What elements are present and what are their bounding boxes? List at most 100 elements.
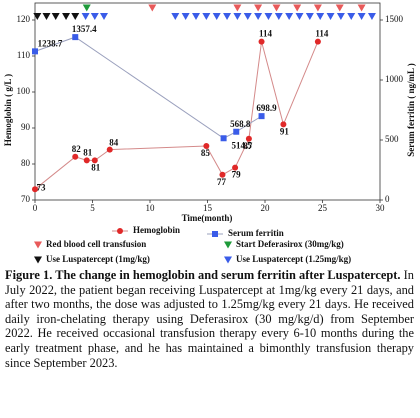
value-label: 77 [217, 177, 227, 187]
x-tick-label: 10 [146, 203, 156, 213]
event-marker [33, 13, 42, 20]
data-point [314, 38, 321, 45]
value-label: 514.5 [231, 140, 252, 150]
data-point [258, 38, 265, 45]
event-marker [233, 13, 242, 20]
legend-marker [224, 256, 232, 264]
value-label: 79 [232, 170, 242, 180]
event-marker [274, 13, 283, 20]
event-marker [223, 13, 232, 20]
data-point [32, 186, 38, 193]
value-label: 114 [259, 29, 273, 39]
event-marker [326, 13, 335, 20]
x-tick-label: 30 [376, 203, 386, 213]
event-marker [81, 13, 90, 20]
legend-label: Use Luspatercept (1.25mg/kg) [236, 254, 351, 264]
event-marker [212, 13, 221, 20]
event-marker [357, 13, 366, 20]
event-marker [254, 13, 263, 20]
x-tick-label: 25 [318, 203, 328, 213]
event-marker [192, 13, 200, 20]
x-tick-label: 5 [90, 203, 95, 213]
data-point [91, 157, 98, 164]
value-label: 81 [83, 147, 93, 157]
data-point [280, 121, 287, 128]
event-marker [181, 13, 190, 20]
data-point [232, 164, 239, 171]
series-line [34, 41, 319, 190]
event-marker [71, 13, 80, 20]
y-tick-label: 80 [21, 158, 31, 168]
y2-tick-label: 0 [385, 194, 390, 204]
caption-text: In July 2022, the patient began receivin… [5, 268, 414, 370]
data-point [219, 171, 226, 178]
legend-label: Serum ferritin [228, 228, 284, 238]
event-marker [202, 13, 211, 20]
y-tick-label: 70 [21, 194, 31, 204]
event-marker [254, 4, 263, 12]
data-point [72, 153, 79, 160]
event-marker [82, 4, 91, 12]
event-marker [243, 13, 252, 20]
value-label: 114 [315, 29, 329, 39]
data-point [258, 113, 265, 120]
x-tick-label: 0 [33, 203, 38, 213]
x-tick-label: 20 [261, 203, 271, 213]
event-marker [148, 4, 157, 12]
value-label: 73 [37, 182, 47, 192]
event-marker [90, 13, 99, 20]
y-tick-label: 120 [17, 14, 31, 24]
data-point [72, 34, 79, 41]
value-label: 85 [201, 148, 211, 158]
value-label: 568.8 [230, 119, 251, 129]
event-marker [233, 4, 242, 12]
event-marker [367, 13, 376, 20]
series-line [34, 36, 262, 139]
y2-axis-title: Serum ferritin ( ng/mL ) [406, 63, 416, 157]
event-marker [316, 13, 325, 20]
event-marker [51, 13, 60, 20]
caption-label: Figure 1. The change in hemoglobin and s… [5, 268, 401, 282]
event-marker [293, 4, 302, 12]
chart: Time(month) Hemoglobin ( g/L ) Serum fer… [3, 2, 416, 264]
x-tick-label: 15 [203, 203, 213, 213]
value-label: 84 [109, 138, 119, 148]
value-label: 698.9 [256, 103, 277, 113]
legend-marker [34, 241, 42, 249]
data-point [203, 143, 210, 149]
event-marker [335, 4, 344, 12]
y-tick-label: 90 [21, 122, 31, 132]
legend-label: Red blood cell transfusion [46, 239, 146, 249]
legend-label: Start Deferasirox (30mg/kg) [236, 239, 344, 249]
value-label: 1238.7 [38, 38, 63, 48]
data-point [220, 135, 227, 142]
legend-marker [224, 241, 232, 249]
event-marker [272, 4, 281, 12]
event-marker [336, 13, 345, 20]
caption: Figure 1. The change in hemoglobin and s… [5, 268, 414, 370]
x-axis-title: Time(month) [182, 213, 233, 223]
legend-marker [117, 228, 123, 234]
data-point [106, 146, 113, 153]
y2-tick-label: 500 [385, 134, 399, 144]
value-label: 81 [91, 162, 101, 172]
legend-marker [34, 256, 42, 264]
legend-marker [212, 231, 218, 237]
value-label: 1357.4 [72, 24, 97, 34]
value-label: 87 [243, 141, 253, 151]
y-tick-label: 110 [17, 50, 31, 60]
event-marker [264, 13, 273, 20]
legend-label: Hemoglobin [133, 225, 180, 235]
event-marker [171, 13, 180, 20]
value-label: 91 [280, 126, 290, 136]
y-axis-title: Hemoglobin ( g/L ) [3, 74, 13, 146]
y2-tick-label: 1000 [385, 74, 404, 84]
event-marker [357, 4, 366, 12]
event-marker [62, 13, 71, 20]
event-marker [42, 13, 51, 20]
y-tick-label: 100 [17, 86, 31, 96]
data-point [245, 135, 252, 142]
y2-tick-label: 1500 [385, 14, 404, 24]
event-marker [347, 13, 356, 20]
